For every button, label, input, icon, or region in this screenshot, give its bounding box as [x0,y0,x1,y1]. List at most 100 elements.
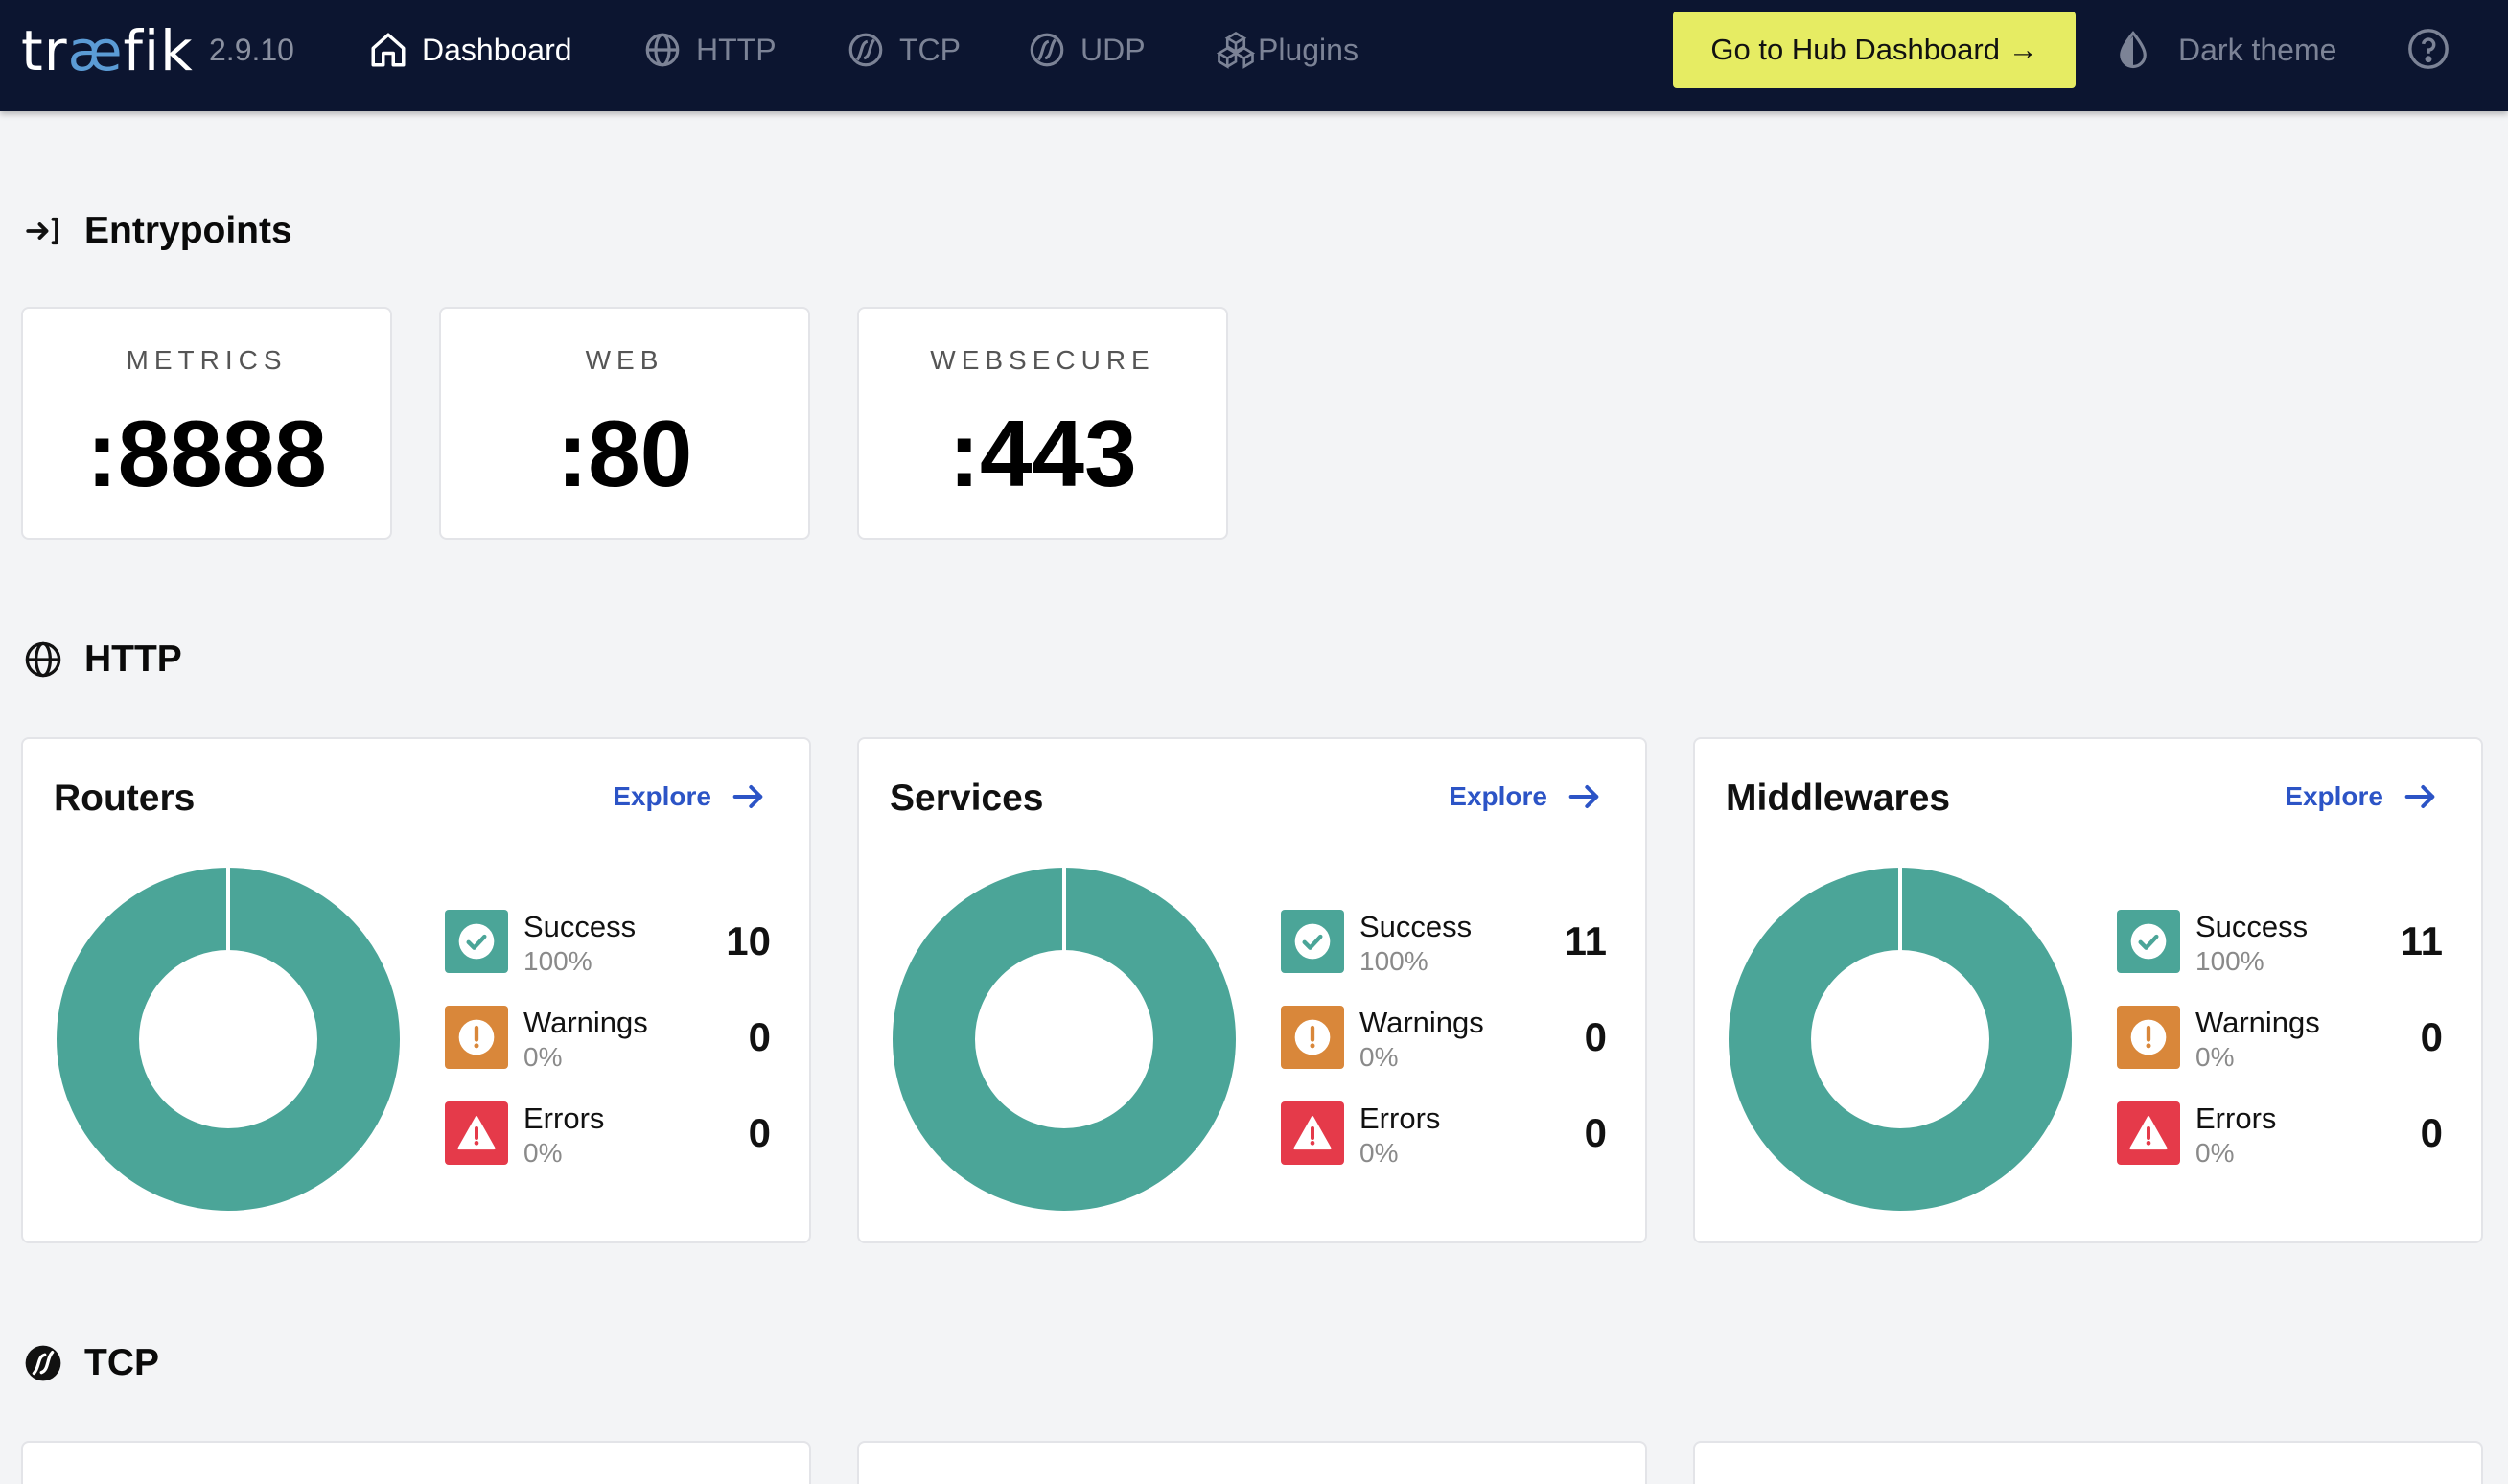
explore-link[interactable]: Explore [1449,777,1603,816]
warning-badge [2117,1006,2180,1069]
card-title: Middlewares [1726,777,1951,819]
nav-http-label: HTTP [696,33,777,67]
legend-count: 0 [2420,1014,2443,1059]
entrypoint-name: METRICS [126,345,288,375]
nav-tcp[interactable]: TCP [846,25,961,75]
entrypoint-card-websecure: WEBSECURE :443 [857,307,1228,540]
tcp-icon [848,33,883,67]
explore-label: Explore [2285,781,2383,811]
legend-percent: 0% [523,1138,563,1168]
nav-dashboard-label: Dashboard [422,33,572,67]
plugins-icon [1216,31,1256,69]
traefik-logo[interactable]: træfik [21,19,194,82]
error-badge [2117,1101,2180,1165]
legend-label: Errors [1359,1101,1441,1135]
http-heading: HTTP [23,637,182,683]
udp-icon [1030,33,1064,67]
legend-count: 0 [1584,1014,1607,1059]
entrypoint-name: WEBSECURE [930,345,1155,375]
arrow-right-icon [1568,785,1599,808]
middlewares-card: Middlewares Explore Success 100% 11 Warn… [1693,737,2483,1243]
arrow-right-icon [732,785,763,808]
legend-errors: Errors 0% 0 [2117,1101,2443,1197]
tcp-services-card [857,1441,1647,1484]
go-to-hub-dashboard-button[interactable]: Go to Hub Dashboard → [1673,12,2076,88]
legend-success: Success 100% 11 [2117,910,2443,1006]
legend-label: Success [1359,910,1473,943]
legend-success: Success 100% 10 [445,910,771,1006]
warning-badge [1281,1006,1344,1069]
legend-count: 0 [2420,1110,2443,1155]
legend-count: 11 [2400,918,2443,963]
status-legend: Success 100% 10 Warnings 0% 0 Errors 0% … [445,910,771,1197]
legend-label: Warnings [1359,1006,1484,1039]
warning-triangle-icon [2129,1116,2168,1150]
exclamation-circle-icon [2130,1019,2167,1055]
legend-label: Warnings [523,1006,648,1039]
entrypoint-port: :8888 [86,401,327,506]
explore-label: Explore [613,781,711,811]
check-circle-icon [2130,923,2167,960]
entrypoint-arrow-icon [26,217,58,245]
dark-theme-label: Dark theme [2178,32,2337,67]
entrypoints-title: Entrypoints [84,210,292,251]
tcp-title: TCP [84,1342,159,1383]
legend-errors: Errors 0% 0 [445,1101,771,1197]
entrypoint-name: WEB [585,345,664,375]
tcp-heading: TCP [23,1340,159,1386]
nav-udp-label: UDP [1080,33,1146,67]
logo-text-ae: æ [67,18,124,83]
status-legend: Success 100% 11 Warnings 0% 0 Errors 0% … [1281,910,1607,1197]
tcp-icon [25,1345,61,1381]
legend-percent: 100% [1359,946,1428,976]
entrypoint-port: :80 [556,401,693,506]
error-badge [445,1101,508,1165]
help-icon[interactable] [2406,27,2450,71]
status-donut-chart [57,868,400,1211]
legend-percent: 0% [1359,1138,1399,1168]
exclamation-circle-icon [458,1019,495,1055]
legend-count: 0 [748,1110,771,1155]
nav-udp[interactable]: UDP [1027,25,1146,75]
dark-theme-toggle[interactable]: Dark theme [2113,25,2336,75]
legend-count: 11 [1564,918,1607,963]
legend-warnings: Warnings 0% 0 [2117,1006,2443,1101]
legend-label: Errors [2195,1101,2277,1135]
legend-percent: 100% [2195,946,2264,976]
entrypoint-card-metrics: METRICS :8888 [21,307,392,540]
routers-card: Routers Explore Success 100% 10 Warnings… [21,737,811,1243]
legend-warnings: Warnings 0% 0 [1281,1006,1607,1101]
status-legend: Success 100% 11 Warnings 0% 0 Errors 0% … [2117,910,2443,1197]
legend-percent: 100% [523,946,592,976]
nav-dashboard[interactable]: Dashboard [368,25,572,75]
status-donut-chart [1729,868,2072,1211]
theme-drop-icon [2120,31,2147,69]
explore-link[interactable]: Explore [613,777,767,816]
card-title: Routers [54,777,196,819]
nav-plugins[interactable]: Plugins [1216,25,1358,75]
nav-plugins-label: Plugins [1258,33,1358,67]
globe-icon [645,33,680,67]
legend-warnings: Warnings 0% 0 [445,1006,771,1101]
legend-label: Warnings [2195,1006,2320,1039]
services-card: Services Explore Success 100% 11 Warning… [857,737,1647,1243]
http-title: HTTP [84,638,182,680]
explore-link[interactable]: Explore [2285,777,2439,816]
entrypoint-card-web: WEB :80 [439,307,810,540]
legend-percent: 0% [1359,1042,1399,1072]
entrypoints-heading: Entrypoints [23,208,292,254]
success-badge [1281,910,1344,973]
nav-http[interactable]: HTTP [642,25,777,75]
check-circle-icon [458,923,495,960]
success-badge [2117,910,2180,973]
legend-count: 10 [726,918,771,963]
check-circle-icon [1294,923,1331,960]
status-donut-chart [893,868,1236,1211]
logo-text-start: tr [21,18,68,83]
legend-label: Success [2195,910,2309,943]
tcp-routers-card [21,1441,811,1484]
legend-count: 0 [1584,1110,1607,1155]
arrow-right-icon [2404,785,2435,808]
globe-icon [25,641,61,678]
legend-errors: Errors 0% 0 [1281,1101,1607,1197]
